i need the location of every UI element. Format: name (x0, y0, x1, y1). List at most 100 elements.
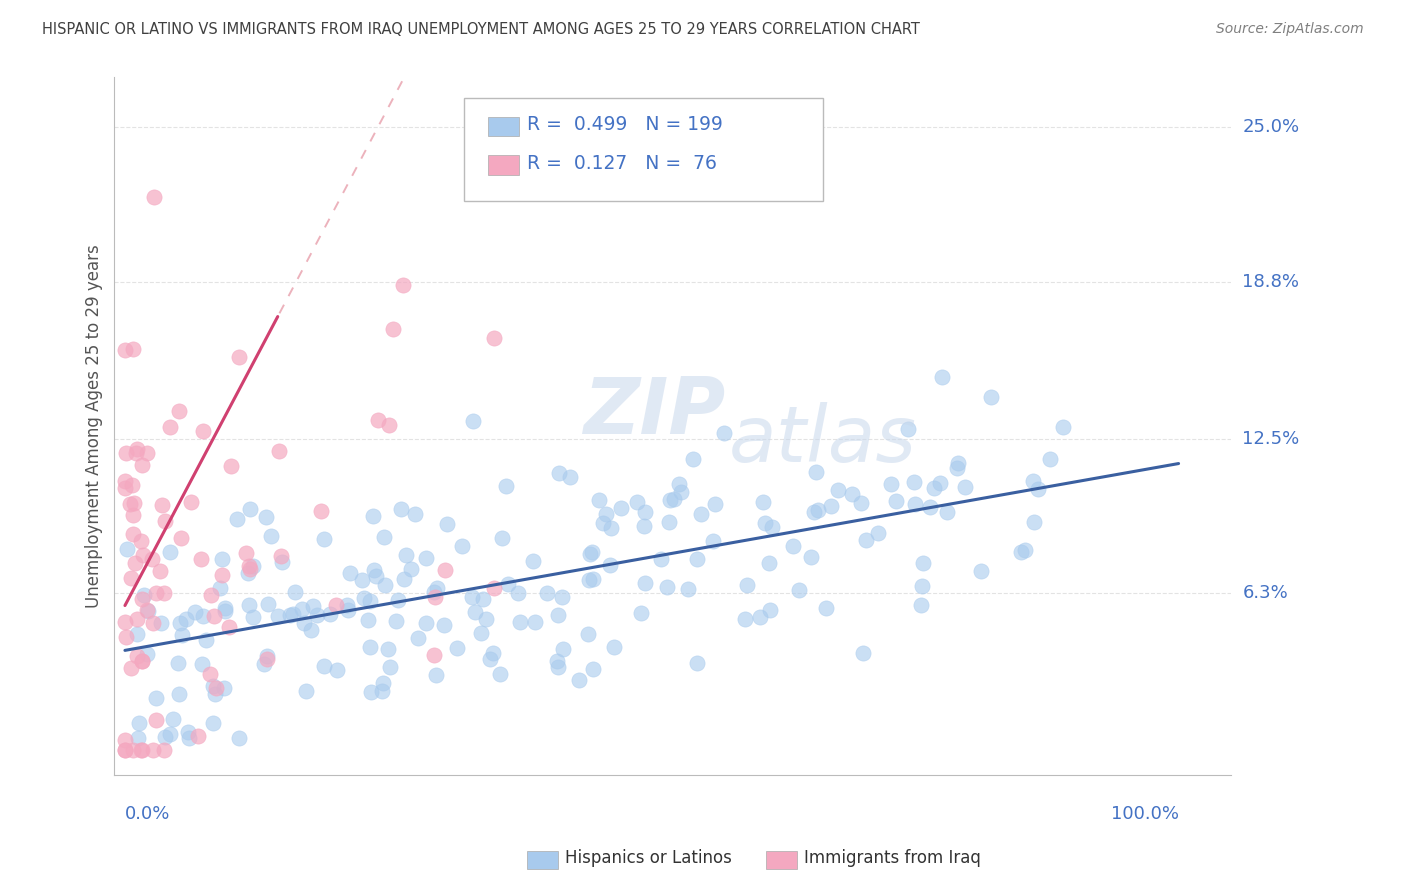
Point (291, 602, 314, 616)
Point (127, 442, 149, 456)
Text: atlas: atlas (728, 402, 917, 478)
Point (267, 443, 290, 458)
Point (582, 663, 605, 677)
Point (214, 603, 236, 617)
Point (1014, 542, 1036, 557)
Point (228, 731, 250, 745)
Point (392, 572, 415, 586)
Point (363, 563, 385, 577)
Point (145, 690, 167, 705)
Text: 18.8%: 18.8% (1243, 273, 1299, 291)
Point (446, 640, 468, 655)
Point (547, 466, 569, 480)
Point (136, 446, 159, 460)
Point (463, 414, 485, 428)
Point (201, 679, 224, 693)
Point (849, 496, 872, 510)
Text: HISPANIC OR LATINO VS IMMIGRANTS FROM IRAQ UNEMPLOYMENT AMONG AGES 25 TO 29 YEAR: HISPANIC OR LATINO VS IMMIGRANTS FROM IR… (42, 22, 920, 37)
Point (202, 715, 225, 730)
Point (658, 516, 681, 530)
Point (170, 628, 193, 642)
Point (371, 684, 394, 698)
Point (807, 503, 830, 517)
Point (122, 342, 145, 356)
Point (946, 456, 969, 470)
Point (356, 613, 378, 627)
Text: 100.0%: 100.0% (1111, 805, 1178, 823)
Point (404, 507, 426, 521)
Point (713, 425, 735, 440)
Point (311, 504, 333, 518)
Point (145, 586, 167, 600)
Point (292, 616, 315, 631)
Point (546, 655, 568, 669)
Point (256, 652, 278, 666)
Point (228, 350, 250, 364)
Point (936, 505, 959, 519)
Point (381, 322, 404, 336)
Point (814, 600, 837, 615)
Point (509, 615, 531, 629)
Point (270, 549, 292, 564)
Point (436, 516, 458, 531)
Point (225, 512, 247, 526)
Point (162, 712, 184, 726)
Point (827, 483, 849, 498)
Point (359, 640, 381, 655)
Point (903, 475, 925, 489)
Point (472, 591, 495, 606)
Point (450, 539, 472, 553)
Point (134, 588, 156, 602)
Point (460, 591, 482, 605)
Point (367, 413, 389, 427)
Point (120, 661, 142, 675)
Point (253, 657, 276, 672)
Point (136, 604, 159, 618)
Point (524, 615, 547, 630)
Point (434, 563, 457, 577)
Point (685, 656, 707, 670)
Point (1026, 482, 1049, 496)
Point (204, 687, 226, 701)
Point (880, 477, 903, 491)
Point (191, 424, 214, 438)
Point (127, 731, 149, 745)
Point (592, 516, 614, 531)
Point (387, 593, 409, 607)
Point (159, 727, 181, 741)
Point (599, 558, 621, 573)
Point (904, 497, 927, 511)
Point (553, 641, 575, 656)
Point (522, 554, 544, 568)
Point (339, 566, 361, 580)
Point (803, 505, 825, 519)
Point (129, 534, 152, 549)
Point (682, 452, 704, 467)
Point (319, 607, 342, 621)
Point (820, 500, 842, 514)
Point (406, 631, 429, 645)
Point (209, 581, 232, 595)
Point (662, 492, 685, 507)
Point (114, 481, 136, 495)
Point (122, 743, 145, 757)
Point (378, 659, 401, 673)
Point (114, 615, 136, 630)
Point (980, 390, 1002, 404)
Point (800, 549, 823, 564)
Point (131, 653, 153, 667)
Point (238, 559, 260, 574)
Point (506, 586, 529, 600)
Point (626, 495, 648, 509)
Point (491, 531, 513, 545)
Y-axis label: Unemployment Among Ages 25 to 29 years: Unemployment Among Ages 25 to 29 years (86, 244, 103, 608)
Point (238, 566, 260, 581)
Point (576, 626, 599, 640)
Point (256, 597, 278, 611)
Point (131, 654, 153, 668)
Point (658, 492, 681, 507)
Point (312, 659, 335, 673)
Point (122, 496, 145, 510)
Point (131, 592, 153, 607)
Point (560, 469, 582, 483)
